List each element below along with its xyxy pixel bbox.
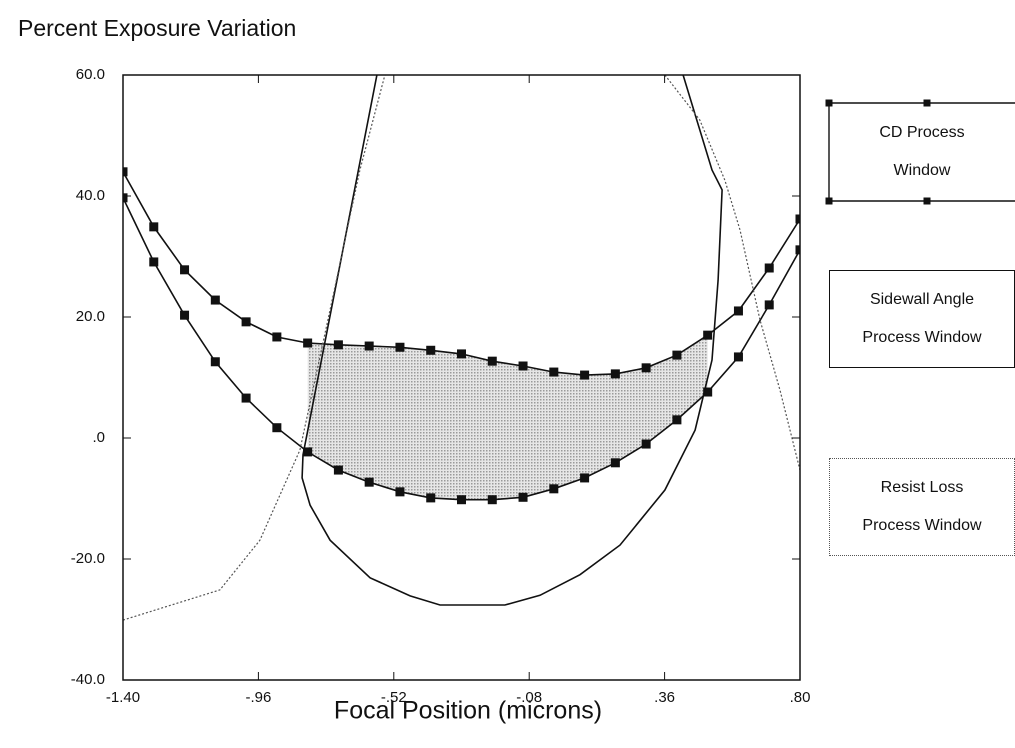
data-point [303,338,313,348]
x-tick-label: -.08 [516,689,542,706]
data-point [610,458,620,468]
data-point [123,193,128,203]
data-point [364,477,374,487]
plot-area [123,75,800,621]
data-point [764,300,774,310]
x-tick-label: -.52 [381,689,407,706]
data-point [549,484,559,494]
data-point [703,387,713,397]
data-point [457,495,466,505]
data-point [210,295,220,305]
data-point [180,310,190,320]
data-point [241,317,251,327]
data-point [426,493,436,503]
data-point [672,415,682,425]
data-point [518,361,528,371]
x-tick-label: -.96 [245,689,271,706]
data-point [457,349,466,359]
x-tick-label: -1.40 [106,689,140,706]
data-point [364,341,374,351]
y-tick-label: 20.0 [76,308,105,325]
data-point [580,370,590,380]
legend-entry: CD Process Window [829,103,1015,201]
data-point [210,357,220,367]
data-point [795,245,800,255]
legend-entry: Sidewall Angle Process Window [829,270,1015,368]
legend-label: Resist Loss Process Window [862,479,982,534]
data-point [123,167,128,177]
data-point [395,487,405,497]
data-point [241,393,251,403]
y-tick-label: -20.0 [71,550,105,567]
data-point [426,345,436,355]
y-tick-label: 40.0 [76,187,105,204]
y-tick-label: 60.0 [76,66,105,83]
x-tick-label: .36 [654,689,675,706]
data-point [641,439,651,449]
data-point [149,222,159,232]
data-point [672,350,682,360]
data-point [549,367,559,377]
data-point [610,369,620,379]
data-point [333,340,343,350]
data-point [303,447,313,457]
data-point [180,265,190,275]
y-tick-label: .0 [92,429,105,446]
legend-symbol [923,99,931,107]
legend-label: Sidewall Angle Process Window [862,291,982,346]
legend-label: CD Process Window [879,124,965,179]
data-point [149,257,159,267]
data-point [733,306,743,316]
data-point [395,342,405,352]
data-point [518,492,528,502]
data-point [641,363,651,373]
data-point [487,495,497,505]
data-point [703,330,713,340]
x-axis-label: Focal Position (microns) [334,697,602,725]
x-tick-label: .80 [790,689,811,706]
data-point [580,473,590,483]
data-point [272,423,282,433]
plot-frame [122,74,801,681]
series-line [301,75,723,606]
data-point [733,352,743,362]
overlap-region [307,335,708,500]
data-point [333,465,343,475]
y-tick-label: -40.0 [71,671,105,688]
data-point [272,332,282,342]
data-point [764,263,774,273]
data-point [795,214,800,224]
legend-entry: Resist Loss Process Window [829,458,1015,556]
data-point [487,356,497,366]
legend-symbol [923,197,931,205]
series-line [123,75,800,621]
chart-title: Percent Exposure Variation [18,15,296,41]
